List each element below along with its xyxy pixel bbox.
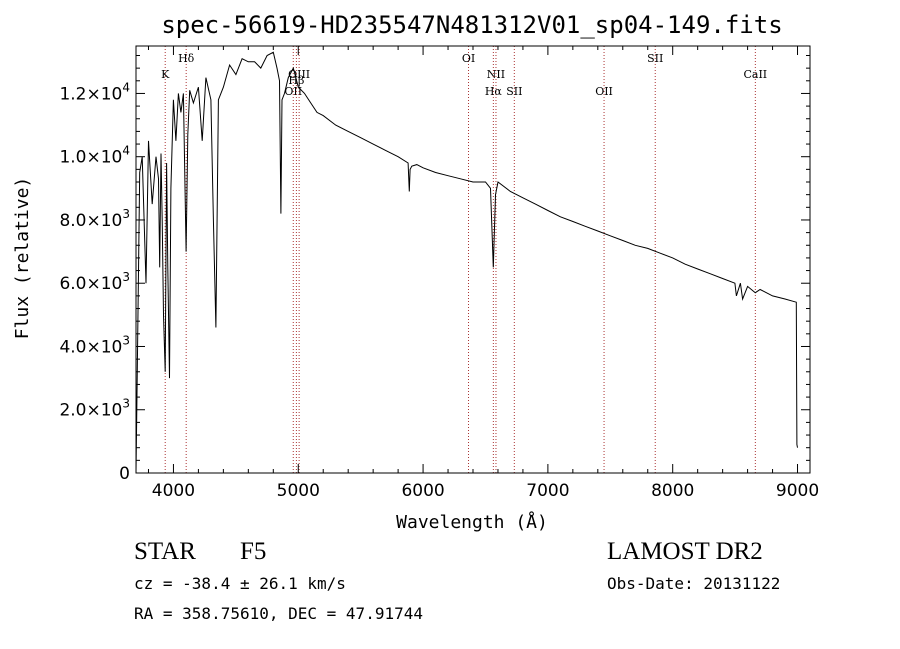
object-type: STAR: [134, 538, 196, 565]
y-tick-mantissa: 1.2×10: [59, 84, 122, 104]
y-tick-mantissa: 8.0×10: [59, 211, 122, 231]
y-tick-mantissa: 0: [119, 464, 130, 484]
y-tick-label: 0: [119, 464, 130, 484]
x-tick-label: 6000: [401, 481, 444, 501]
spectral-line-label: OII: [595, 85, 613, 98]
y-tick-label: 8.0×103: [59, 207, 130, 231]
spectral-line-label: OII: [284, 85, 302, 98]
x-axis-label: Wavelength (Å): [396, 511, 548, 533]
y-tick-exponent: 3: [122, 207, 130, 221]
y-tick-exponent: 4: [122, 80, 130, 94]
chart-title: spec-56619-HD235547N481312V01_sp04-149.f…: [161, 11, 782, 39]
y-tick-label: 4.0×103: [59, 333, 130, 357]
x-tick-label: 8000: [651, 481, 694, 501]
survey-name: LAMOST DR2: [607, 538, 763, 565]
x-tick-label: 4000: [152, 481, 195, 501]
obs-date: Obs-Date: 20131122: [607, 574, 781, 593]
y-axis-label: Flux (relative): [12, 177, 33, 340]
y-tick-label: 1.0×104: [59, 144, 130, 168]
spectral-line-label: Hα: [485, 85, 503, 98]
spectral-line-label: SII: [647, 52, 663, 65]
coordinates: RA = 358.75610, DEC = 47.91744: [134, 604, 423, 623]
y-tick-exponent: 3: [122, 270, 130, 284]
y-axis-ticks: 02.0×1034.0×1036.0×1038.0×1031.0×1041.2×…: [59, 54, 810, 484]
y-tick-exponent: 4: [122, 144, 130, 158]
y-tick-mantissa: 2.0×10: [59, 401, 122, 421]
spectral-line-label: NII: [487, 68, 505, 81]
y-tick-mantissa: 1.0×10: [59, 148, 122, 168]
spectral-line-label: CaII: [743, 68, 767, 81]
spectral-line-label: K: [161, 68, 170, 81]
y-tick-mantissa: 4.0×10: [59, 337, 122, 357]
y-tick-label: 6.0×103: [59, 270, 130, 294]
y-tick-mantissa: 6.0×10: [59, 274, 122, 294]
spectral-line-label: Hδ: [178, 52, 195, 65]
y-tick-exponent: 3: [122, 397, 130, 411]
spectral-line-label: OI: [462, 52, 475, 65]
flux-series-line: [135, 51, 798, 474]
redshift-readout: cz = -38.4 ± 26.1 km/s: [134, 574, 346, 593]
y-tick-exponent: 3: [122, 333, 130, 347]
spectral-subclass: F5: [240, 538, 267, 565]
plot-frame: [135, 45, 811, 474]
y-tick-label: 1.2×104: [59, 80, 130, 104]
x-axis-ticks: 4000 5000 6000 7000 8000 9000: [147, 46, 819, 501]
x-tick-label: 5000: [277, 481, 320, 501]
x-tick-label: 9000: [776, 481, 819, 501]
spectral-line-label: SII: [506, 85, 522, 98]
y-tick-label: 2.0×103: [59, 397, 130, 421]
x-tick-label: 7000: [526, 481, 569, 501]
